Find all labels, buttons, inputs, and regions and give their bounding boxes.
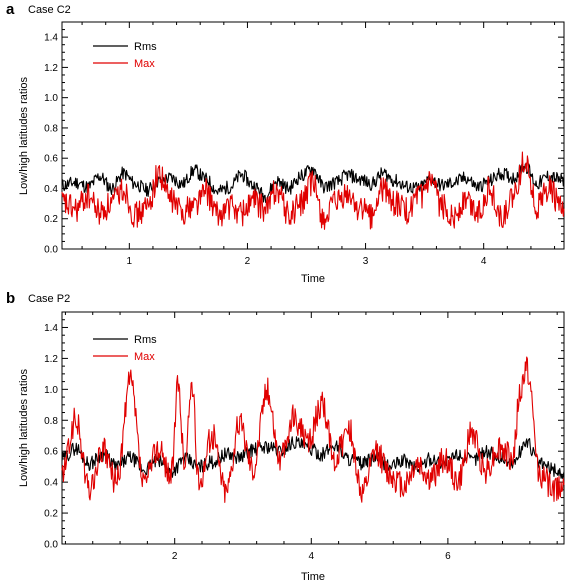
panel-a-xtick-label: 4 <box>481 256 487 267</box>
panel-b-legend-rms-label: Rms <box>134 334 157 346</box>
panel-b-ytick-label: 1.0 <box>44 385 58 396</box>
panel-b-ticks: 0.0 0.2 0.4 0.6 0.8 1.0 1.2 1.4 2 4 6 <box>44 311 564 562</box>
panel-a-ytick-label: 1.2 <box>44 63 58 74</box>
panel-b-title: Case P2 <box>28 293 70 305</box>
panel-b: b Case P2 0.0 0.2 0.4 0.6 0.8 1.0 1.2 1.4 2 4 6 Rm… <box>6 290 565 583</box>
panel-a-ytick-label: 1.0 <box>44 93 58 104</box>
panel-a-ytick-label: 1.4 <box>44 33 58 44</box>
panel-b-legend: Rms Max <box>93 334 157 363</box>
panel-a-ytick-label: 0.8 <box>44 123 58 134</box>
panel-a-ytick-label: 0.0 <box>44 245 58 256</box>
panel-b-xlabel: Time <box>301 571 325 583</box>
panel-a-ylabel: Low/high latitudes ratios <box>18 76 30 195</box>
panel-a-legend: Rms Max <box>93 41 157 70</box>
panel-b-ytick-label: 0.8 <box>44 416 58 427</box>
panel-a-legend-rms-label: Rms <box>134 41 157 53</box>
panel-b-ytick-label: 0.0 <box>44 540 58 551</box>
panel-a-ticks: 0.0 0.2 0.4 0.6 0.8 1.0 1.2 1.4 1 2 3 4 <box>44 21 564 267</box>
panel-b-legend-max-label: Max <box>134 351 155 363</box>
panel-b-ylabel: Low/high latitudes ratios <box>18 368 30 487</box>
panel-b-ytick-label: 1.2 <box>44 354 58 365</box>
panel-a-title: Case C2 <box>28 4 71 16</box>
panel-b-ytick-label: 1.4 <box>44 323 58 334</box>
panel-a-letter: a <box>6 1 15 18</box>
panel-a-xtick-label: 1 <box>127 256 133 267</box>
panel-b-xtick-label: 4 <box>309 551 315 562</box>
panel-b-ytick-label: 0.2 <box>44 509 58 520</box>
panel-b-lines <box>61 356 565 503</box>
panel-a-ytick-label: 0.4 <box>44 184 58 195</box>
panel-a-series-max-line <box>61 151 565 230</box>
panel-b-ytick-label: 0.6 <box>44 447 58 458</box>
panel-b-xtick-label: 6 <box>445 551 451 562</box>
panel-a: a Case C2 0.0 0.2 0.4 0.6 0.8 1.0 1.2 1.4 1 2 3 4 R… <box>6 1 565 285</box>
panel-a-xtick-label: 3 <box>363 256 369 267</box>
panel-b-series-max-line <box>61 356 565 503</box>
panel-b-letter: b <box>6 290 15 307</box>
panel-a-ytick-label: 0.2 <box>44 214 58 225</box>
panel-a-lines <box>61 151 565 230</box>
panel-b-ytick-label: 0.4 <box>44 478 58 489</box>
panel-b-xtick-label: 2 <box>172 551 178 562</box>
panel-a-xlabel: Time <box>301 273 325 285</box>
panel-a-series-rms-line <box>61 163 565 204</box>
panel-a-xtick-label: 2 <box>245 256 251 267</box>
panel-a-ytick-label: 0.6 <box>44 154 58 165</box>
panel-a-legend-max-label: Max <box>134 58 155 70</box>
